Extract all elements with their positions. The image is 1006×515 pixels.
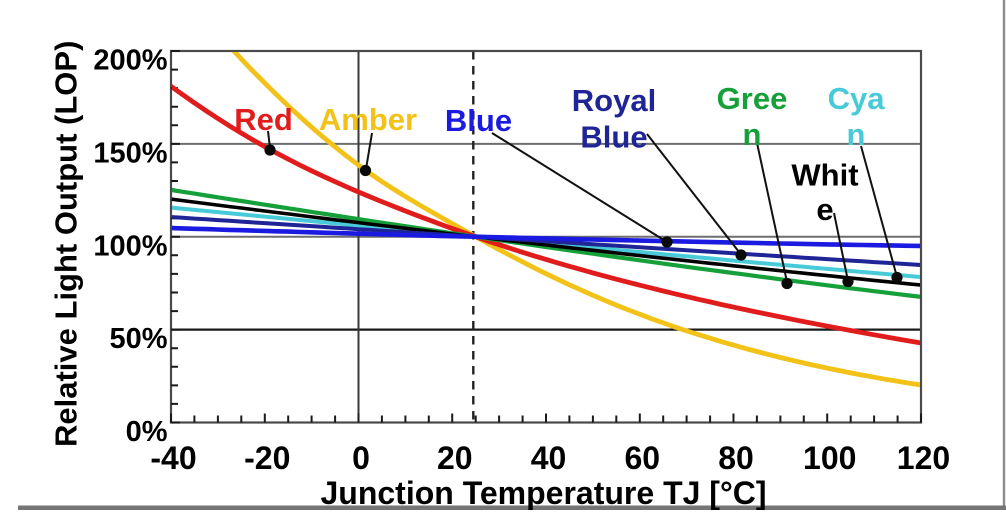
svg-text:80: 80 [718,440,754,476]
svg-text:Red: Red [234,102,293,137]
svg-text:Whit: Whit [791,158,858,193]
svg-text:100: 100 [803,440,856,476]
svg-text:Amber: Amber [319,102,417,137]
svg-text:Gree: Gree [717,81,788,116]
svg-text:60: 60 [624,440,660,476]
svg-text:200%: 200% [93,45,167,77]
svg-text:e: e [816,192,833,227]
svg-text:0: 0 [352,440,370,476]
svg-text:Royal: Royal [572,83,656,118]
svg-text:120: 120 [897,440,950,476]
svg-text:-40: -40 [150,440,196,476]
svg-text:0%: 0% [126,416,168,448]
svg-text:20: 20 [437,440,473,476]
svg-text:Cya: Cya [828,81,886,116]
svg-text:-20: -20 [244,440,290,476]
svg-text:Relative Light Output (LOP): Relative Light Output (LOP) [49,41,84,447]
svg-text:n: n [847,117,866,152]
svg-text:100%: 100% [93,230,167,262]
svg-text:40: 40 [531,440,567,476]
svg-text:n: n [743,117,762,152]
svg-text:150%: 150% [93,137,167,169]
svg-text:Junction Temperature TJ [°C]: Junction Temperature TJ [°C] [320,475,766,510]
svg-text:Blue: Blue [445,103,512,138]
svg-text:50%: 50% [109,323,167,355]
svg-text:Blue: Blue [580,120,647,155]
